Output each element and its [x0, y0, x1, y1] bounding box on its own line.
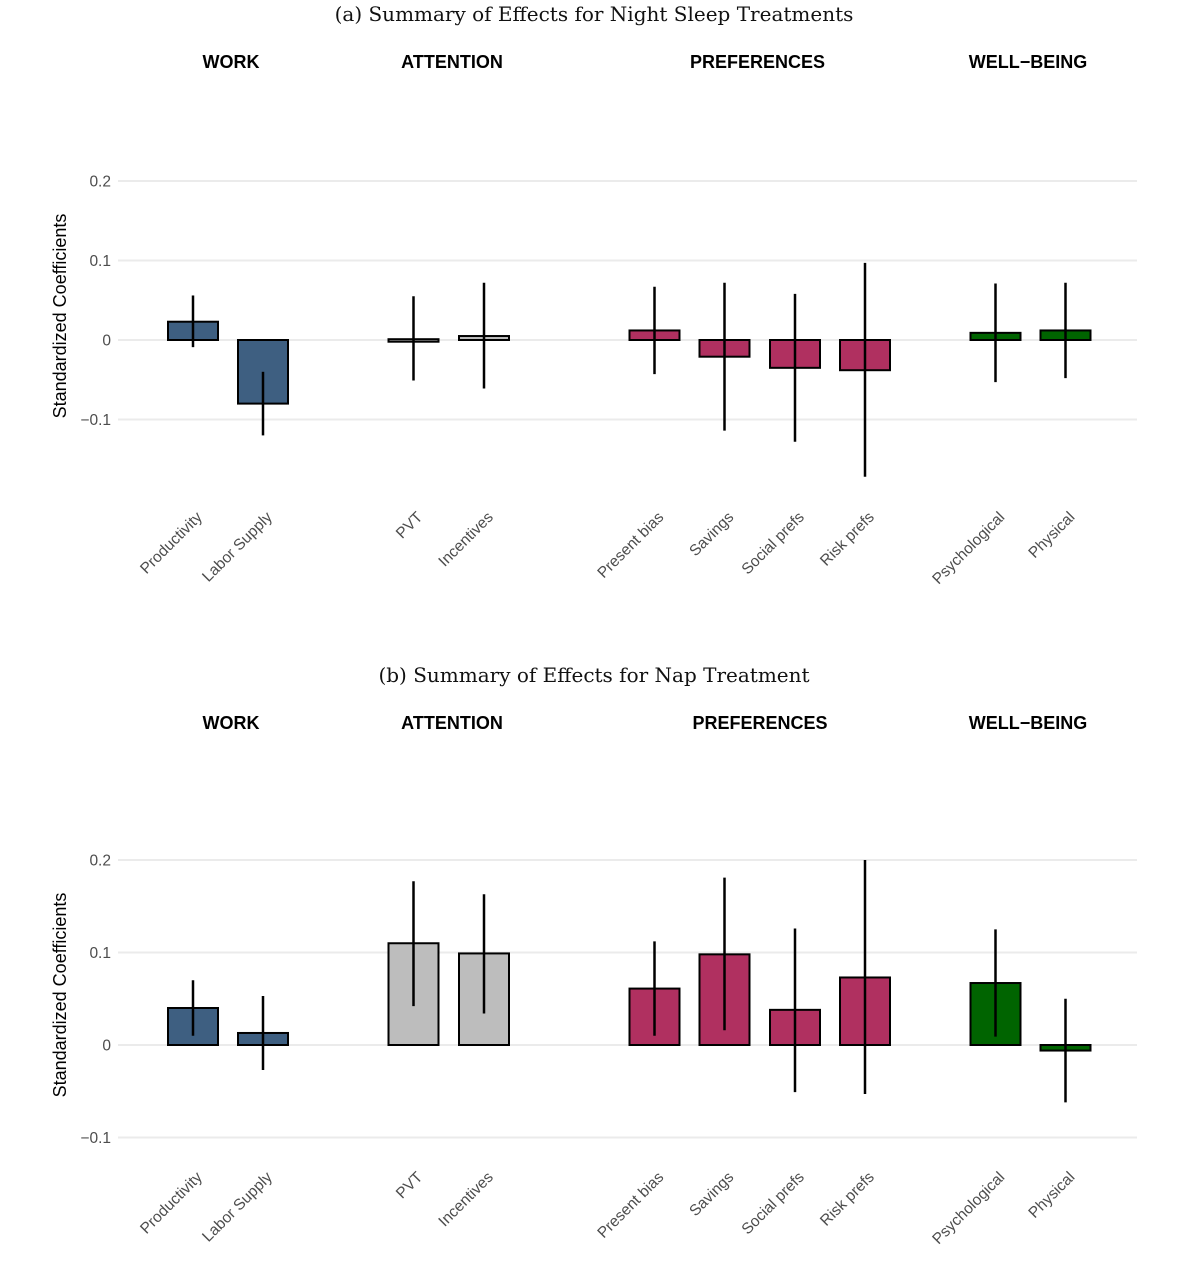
y-tick-label: −0.1 — [80, 1130, 111, 1147]
y-tick-label: 0 — [102, 333, 111, 350]
x-tick-label: PVT — [393, 508, 427, 542]
x-tick-label: Incentives — [435, 509, 497, 571]
x-tick-label: Physical — [1025, 509, 1078, 562]
y-tick-label: 0.2 — [89, 174, 111, 191]
x-tick-label: Social prefs — [739, 509, 808, 578]
group-label: PREFERENCES — [690, 52, 825, 72]
y-tick-label: −0.1 — [80, 412, 111, 429]
group-label: ATTENTION — [401, 52, 503, 72]
y-tick-label: 0.2 — [89, 853, 111, 870]
group-label: WORK — [203, 713, 260, 733]
y-axis-label: Standardized Coefficients — [50, 893, 70, 1098]
x-tick-label: Savings — [686, 1169, 737, 1220]
y-tick-label: 0 — [102, 1038, 111, 1055]
x-tick-label: Physical — [1025, 1169, 1078, 1222]
x-tick-label: Risk prefs — [817, 509, 878, 570]
x-tick-label: Present bias — [594, 1169, 667, 1242]
x-tick-label: Productivity — [137, 1169, 206, 1238]
x-tick-label: PVT — [393, 1168, 427, 1202]
y-tick-label: 0.1 — [89, 253, 111, 270]
group-label: PREFERENCES — [692, 713, 827, 733]
x-tick-label: Psychological — [929, 1169, 1008, 1248]
group-label: WELL−BEING — [969, 52, 1088, 72]
y-axis-label: Standardized Coefficients — [50, 214, 70, 419]
x-tick-label: Social prefs — [739, 1169, 808, 1238]
x-tick-label: Incentives — [435, 1169, 497, 1231]
panel-a: (a) Summary of Effects for Night Sleep T… — [50, 2, 1137, 588]
group-label: ATTENTION — [401, 713, 503, 733]
x-tick-label: Risk prefs — [817, 1169, 878, 1230]
x-tick-label: Productivity — [137, 509, 206, 578]
x-tick-label: Savings — [686, 509, 737, 560]
panel-title: (b) Summary of Effects for Nap Treatment — [378, 663, 809, 687]
panel-b: (b) Summary of Effects for Nap Treatment… — [50, 663, 1137, 1248]
y-tick-label: 0.1 — [89, 945, 111, 962]
group-label: WORK — [203, 52, 260, 72]
x-tick-label: Labor Supply — [199, 1169, 276, 1246]
x-tick-label: Present bias — [594, 509, 667, 582]
panel-title: (a) Summary of Effects for Night Sleep T… — [335, 2, 854, 26]
x-tick-label: Labor Supply — [199, 509, 276, 586]
group-label: WELL−BEING — [969, 713, 1088, 733]
x-tick-label: Psychological — [929, 509, 1008, 588]
